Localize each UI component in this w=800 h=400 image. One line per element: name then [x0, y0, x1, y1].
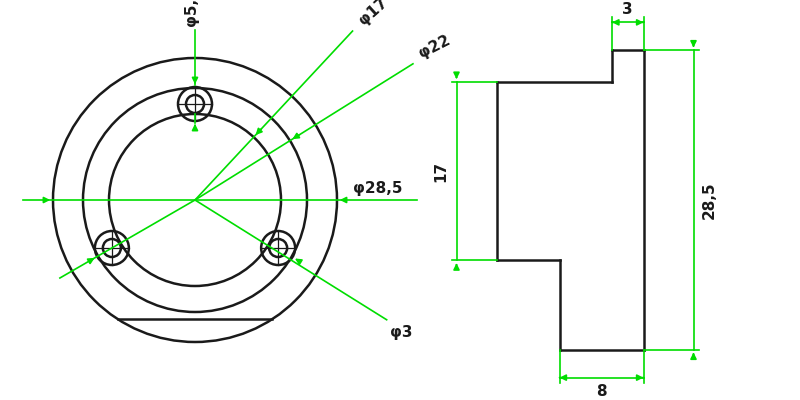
Text: φ28,5: φ28,5: [353, 181, 402, 196]
Text: φ17: φ17: [355, 0, 390, 28]
Text: φ3: φ3: [390, 325, 412, 340]
Text: 28,5: 28,5: [702, 181, 717, 219]
Text: 8: 8: [596, 384, 607, 399]
Text: φ22: φ22: [416, 32, 453, 61]
Text: 3: 3: [622, 2, 633, 17]
Text: 17: 17: [434, 160, 449, 182]
Text: φ5,1: φ5,1: [185, 0, 199, 26]
